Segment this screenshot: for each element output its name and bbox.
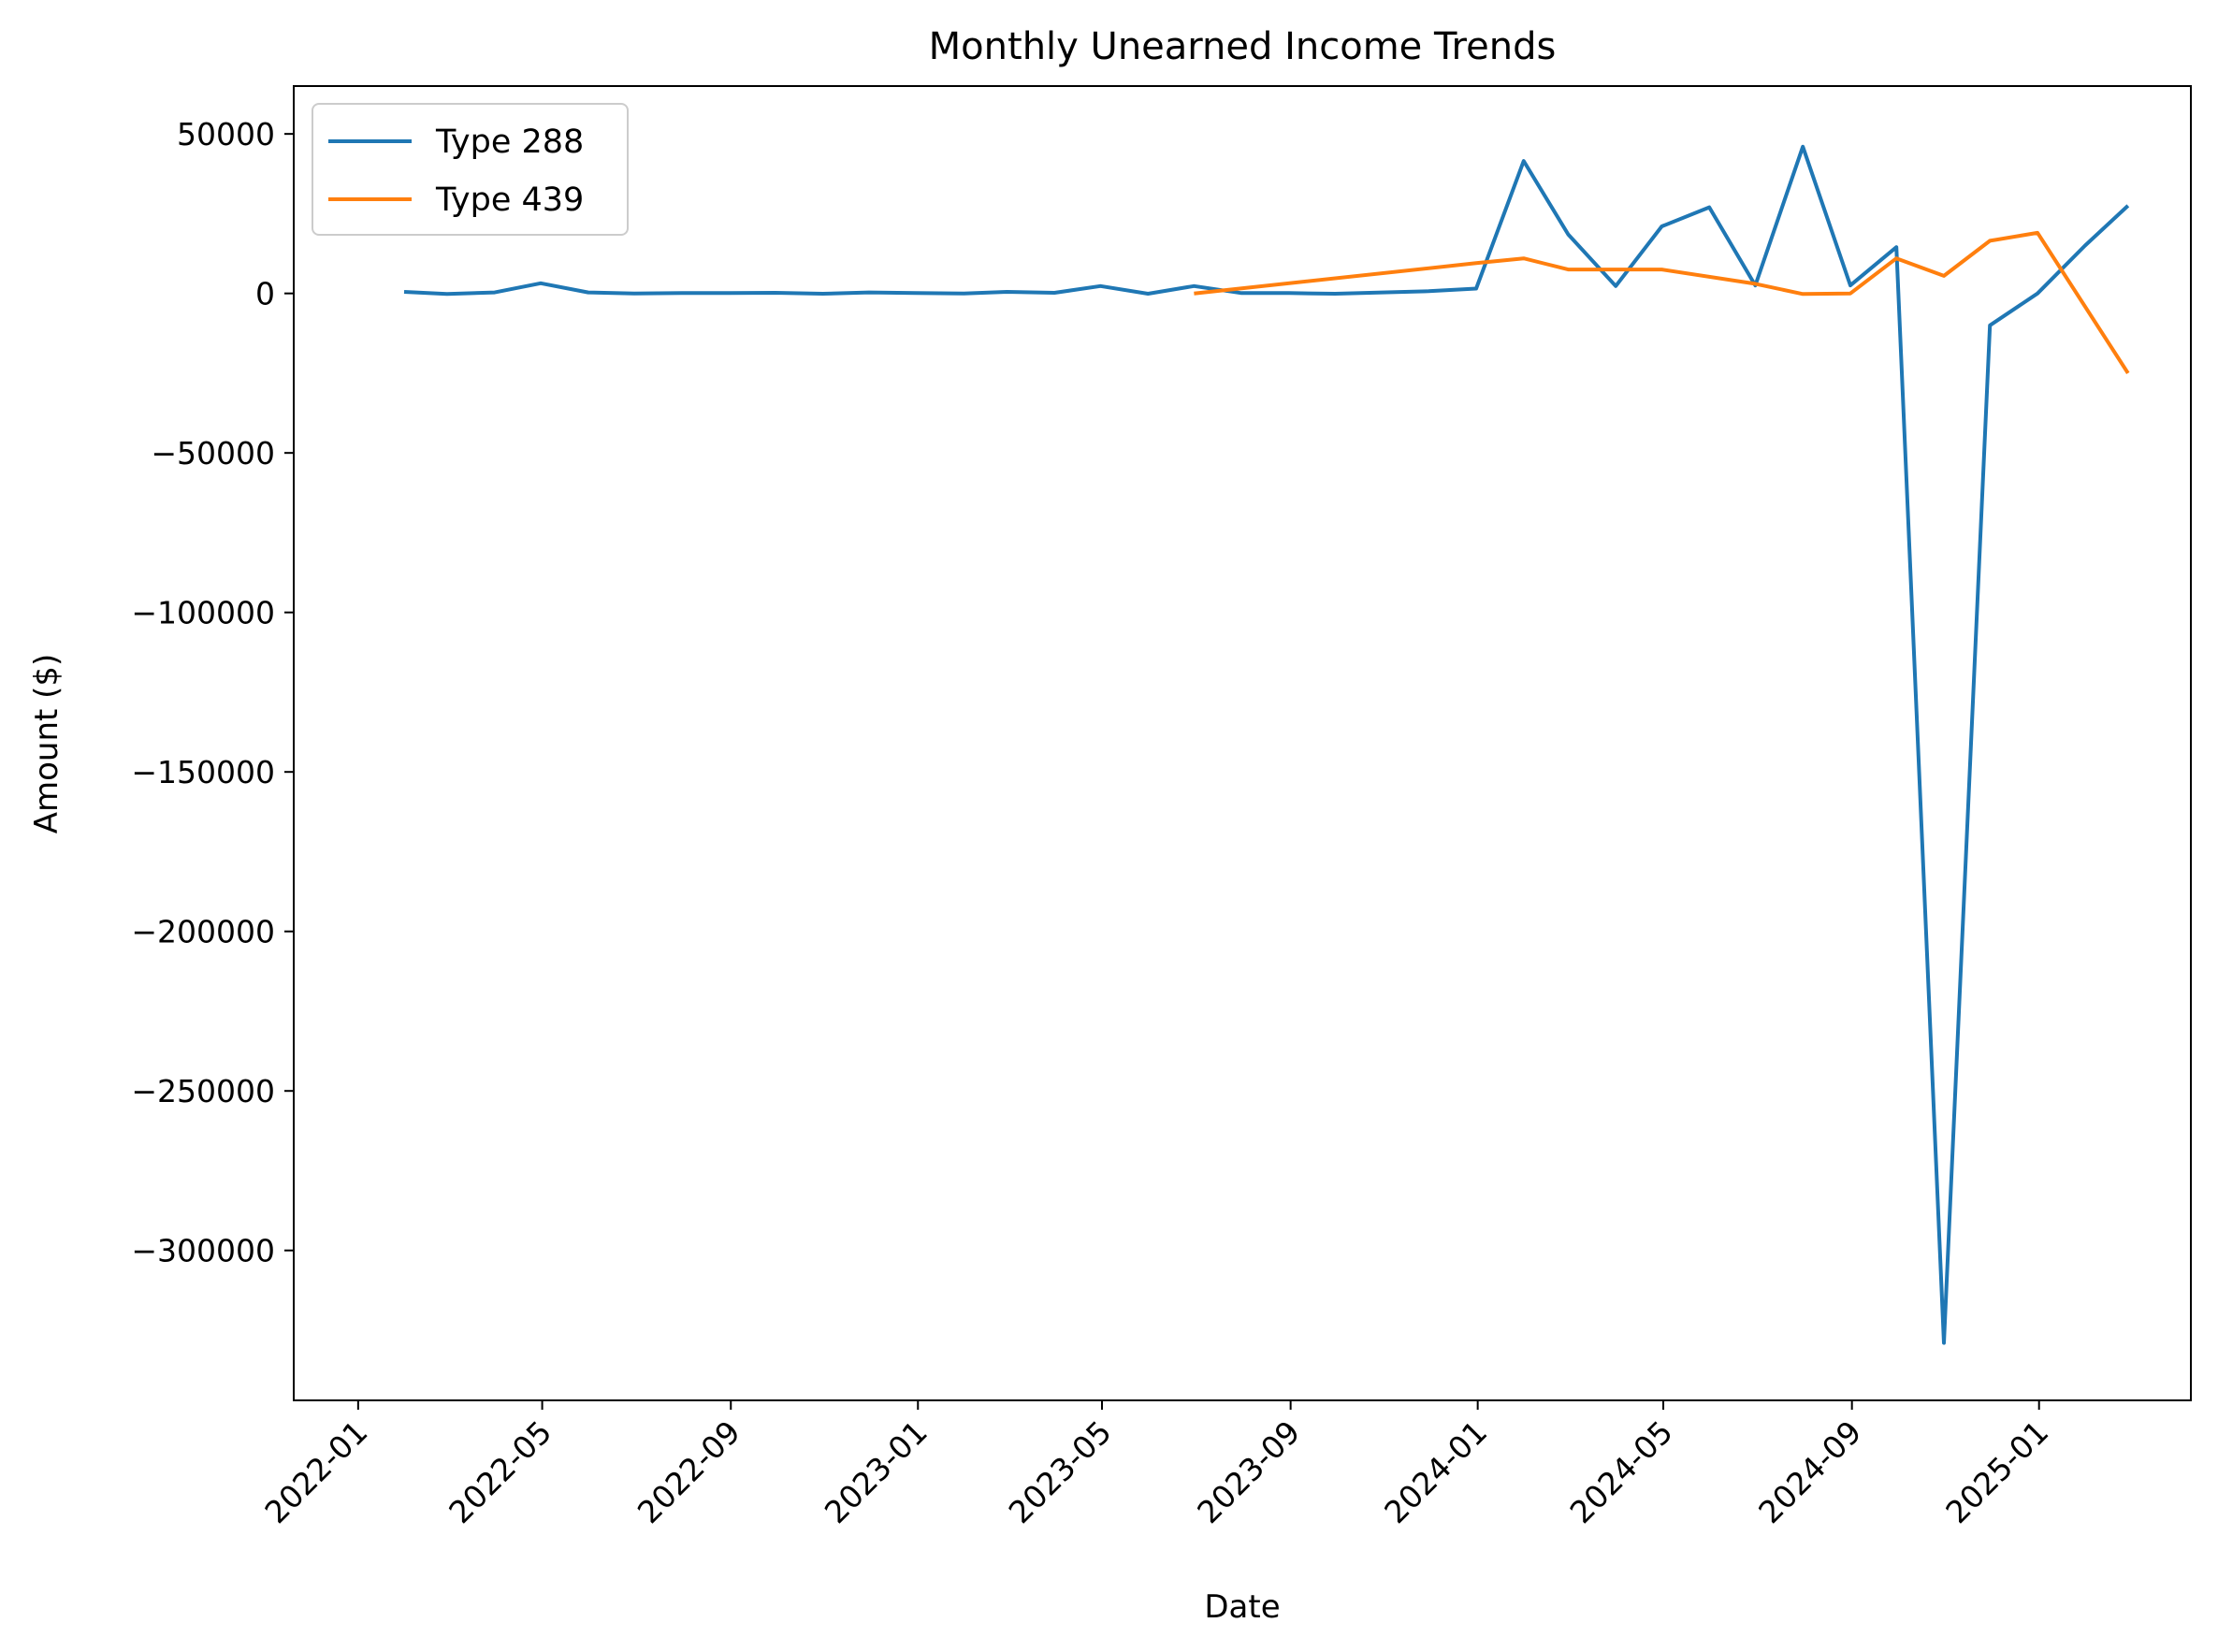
legend-box <box>312 103 629 236</box>
y-tick-label: 50000 <box>177 116 275 152</box>
y-tick-label: −50000 <box>151 435 275 471</box>
x-tick-label: 2024-09 <box>1751 1413 1868 1530</box>
y-tick-label: −300000 <box>131 1233 275 1269</box>
legend: Type 288 Type 439 <box>312 103 629 236</box>
x-axis-label: Date <box>1204 1588 1280 1626</box>
chart-title: Monthly Unearned Income Trends <box>929 25 1557 68</box>
y-axis-ticks: 50000 0 −50000 −100000 −150000 −200000 −250000… <box>131 116 294 1269</box>
x-tick-label: 2023-05 <box>1002 1413 1119 1530</box>
x-axis-ticks: 2022-01 2022-05 2022-09 2023-01 2023-05 2023-… <box>257 1400 2055 1530</box>
series-line-type-439 <box>1194 230 2130 374</box>
x-tick-label: 2022-05 <box>442 1413 558 1530</box>
series-lines <box>403 144 2130 1345</box>
y-axis-label: Amount ($) <box>28 654 65 834</box>
x-tick-label: 2022-01 <box>257 1413 374 1530</box>
y-tick-label: −150000 <box>131 754 275 790</box>
x-tick-label: 2022-09 <box>631 1413 747 1530</box>
plot-area-frame <box>293 85 2192 1401</box>
x-tick-label: 2024-01 <box>1377 1413 1494 1530</box>
y-tick-label: −200000 <box>131 914 275 950</box>
x-tick-label: 2023-09 <box>1190 1413 1307 1530</box>
series-line-type-288 <box>403 144 2130 1345</box>
x-tick-label: 2025-01 <box>1938 1413 2055 1530</box>
x-tick-label: 2023-01 <box>818 1413 935 1530</box>
x-tick-label: 2024-05 <box>1563 1413 1680 1530</box>
legend-label-type-439: Type 439 <box>435 181 584 219</box>
y-tick-label: −100000 <box>131 595 275 631</box>
y-tick-label: 0 <box>255 276 275 312</box>
legend-label-type-288: Type 288 <box>435 123 584 161</box>
y-tick-label: −250000 <box>131 1073 275 1109</box>
